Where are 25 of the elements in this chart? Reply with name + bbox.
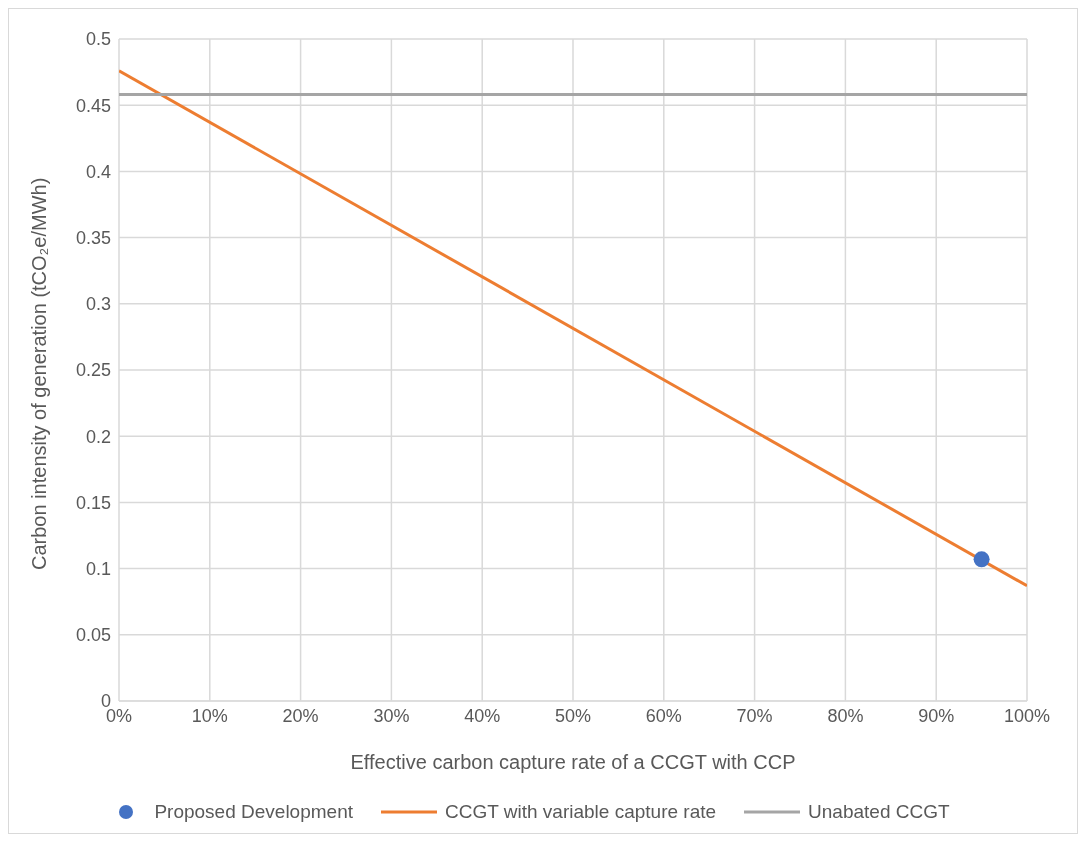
legend-label: Unabated CCGT: [808, 801, 950, 823]
x-tick-label: 20%: [282, 705, 319, 726]
y-axis-title: Carbon intensity of generation (tCO₂e/MWh): [28, 177, 51, 570]
y-tick-label: 0.1: [85, 558, 111, 579]
y-tick-label: 0.5: [85, 29, 111, 50]
y-tick-label: 0.4: [85, 161, 111, 182]
y-tick-label: 0.35: [75, 227, 111, 248]
legend-label: Proposed Development: [154, 801, 353, 823]
y-tick-label: 0.25: [75, 360, 111, 381]
y-tick-label: 0.3: [85, 294, 111, 315]
y-tick-label: 0.15: [75, 492, 111, 513]
x-tick-label: 50%: [554, 705, 592, 726]
x-tick-label: 30%: [373, 705, 410, 726]
x-tick-label: 80%: [827, 705, 864, 726]
x-tick-label: 60%: [645, 705, 682, 726]
y-tick-label: 0.2: [85, 426, 111, 447]
x-tick-label: 90%: [918, 705, 955, 726]
legend-label: CCGT with variable capture rate: [445, 801, 717, 823]
y-tick-label: 0.05: [75, 625, 111, 646]
x-tick-label: 70%: [736, 705, 773, 726]
x-tick-label: 100%: [1003, 705, 1051, 726]
x-tick-label: 40%: [464, 705, 501, 726]
x-tick-label: 10%: [191, 705, 228, 726]
y-tick-label: 0.45: [75, 95, 111, 116]
x-axis-title: Effective carbon capture rate of a CCGT with CCP: [350, 751, 796, 773]
